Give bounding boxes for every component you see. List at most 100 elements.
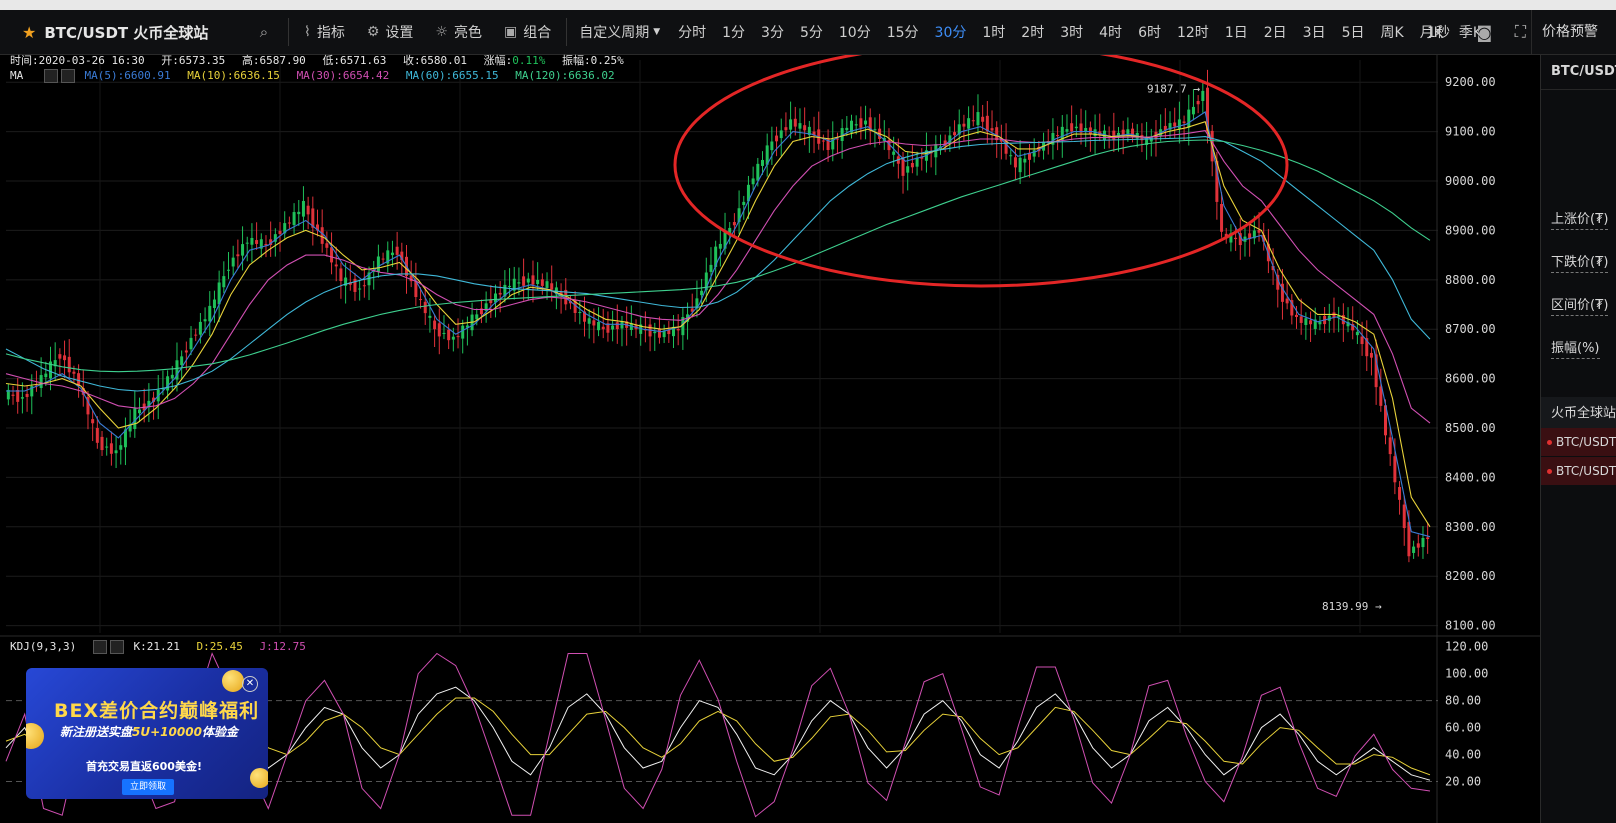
y-tick-label: 8200.00 bbox=[1445, 569, 1496, 583]
period-tab[interactable]: 2时 bbox=[1021, 25, 1045, 41]
candle-body bbox=[283, 223, 287, 234]
candle-body bbox=[1032, 150, 1036, 157]
period-tab[interactable]: 3分 bbox=[761, 25, 784, 41]
alert-row[interactable]: BTC/USDT bbox=[1541, 428, 1616, 456]
candle-body bbox=[334, 264, 338, 267]
candle-body bbox=[381, 258, 385, 260]
period-tab[interactable]: 12时 bbox=[1176, 25, 1209, 41]
favorite-star-icon[interactable]: ★ bbox=[22, 22, 37, 42]
period-tab[interactable]: 1分 bbox=[722, 25, 746, 41]
brightness-label: 亮色 bbox=[453, 25, 482, 41]
period-tab[interactable]: 3日 bbox=[1302, 25, 1326, 41]
rise-price-label[interactable]: 上涨价(₮) bbox=[1551, 208, 1609, 230]
kdj-d-value: D:25.45 bbox=[196, 640, 243, 653]
symbol-selector[interactable]: ★ BTC/USDT 火币全球站 bbox=[0, 22, 244, 43]
custom-period-dropdown[interactable]: 自定义周期 ▼ bbox=[571, 22, 670, 42]
candle-body bbox=[531, 275, 535, 285]
candle-body bbox=[690, 308, 694, 312]
candle-body bbox=[503, 284, 507, 297]
kdj-y-tick-label: 20.00 bbox=[1445, 775, 1481, 789]
period-tab[interactable]: 10分 bbox=[838, 25, 871, 41]
info-high: 高:6587.90 bbox=[241, 54, 306, 67]
period-tab[interactable]: 季K bbox=[1458, 25, 1483, 41]
period-tab[interactable]: 5日 bbox=[1341, 25, 1365, 41]
settings-button[interactable]: ⚙ 设置 bbox=[356, 22, 425, 42]
indicators-button[interactable]: ⌇ 指标 bbox=[293, 22, 356, 42]
candle-body bbox=[133, 408, 137, 429]
candle-body bbox=[447, 329, 451, 341]
candle-body bbox=[86, 396, 90, 415]
chart-area[interactable]: 9200.00 9100.00 9000.00 8900.00 8800.00 8700.… bbox=[0, 55, 1540, 823]
alert-row[interactable]: BTC/USDT bbox=[1541, 457, 1616, 485]
period-tab[interactable]: 2日 bbox=[1263, 25, 1287, 41]
period-tab[interactable]: 5分 bbox=[799, 25, 823, 41]
candle-body bbox=[887, 140, 891, 151]
candle-body bbox=[390, 252, 394, 256]
candle-body bbox=[1121, 129, 1125, 137]
period-tab[interactable]: 6时 bbox=[1138, 25, 1161, 41]
ma-close-icon[interactable] bbox=[60, 69, 75, 83]
candle-body bbox=[348, 282, 352, 285]
custom-period-label: 自定义周期 bbox=[579, 25, 650, 41]
candle-body bbox=[611, 325, 615, 330]
toolbar-divider bbox=[288, 18, 289, 46]
candle-body bbox=[700, 290, 704, 296]
price-alert-tab[interactable]: 价格预警 bbox=[1531, 10, 1616, 54]
kdj-settings-icon[interactable] bbox=[92, 640, 107, 654]
kdj-y-tick-label: 80.00 bbox=[1445, 694, 1481, 708]
kdj-y-tick-label: 40.00 bbox=[1445, 748, 1481, 762]
candle-body bbox=[995, 127, 999, 141]
period-tab[interactable]: 4时 bbox=[1099, 25, 1123, 41]
ma-settings-icon[interactable] bbox=[43, 69, 58, 83]
candle-body bbox=[709, 264, 713, 272]
range-price-label[interactable]: 区间价(₮) bbox=[1551, 294, 1609, 316]
candle-body bbox=[840, 128, 844, 142]
period-tab[interactable]: 1时 bbox=[982, 25, 1006, 41]
close-icon[interactable]: ✕ bbox=[242, 676, 258, 692]
candle-body bbox=[1355, 331, 1359, 336]
period-tab[interactable]: 周K bbox=[1380, 25, 1404, 41]
promo-claim-button[interactable]: 立即领取 bbox=[122, 779, 174, 795]
candle-body bbox=[428, 315, 432, 318]
candle-body bbox=[620, 321, 624, 329]
candle-body bbox=[835, 138, 839, 140]
candle-body bbox=[639, 324, 643, 334]
refresh-speed-selector[interactable]: 1秒 bbox=[1427, 25, 1450, 41]
candle-body bbox=[985, 115, 989, 132]
promo-banner[interactable]: ✕ BEX差价合约巅峰福利 新注册送实盘5U+10000体验金 首充交易直返60… bbox=[26, 668, 268, 799]
period-tab[interactable]: 分时 bbox=[678, 25, 707, 41]
candle-body bbox=[1215, 160, 1219, 202]
search-icon[interactable]: ⌕ bbox=[259, 23, 269, 41]
candle-body bbox=[451, 336, 455, 340]
min-price-marker: 8139.99 → bbox=[1322, 600, 1382, 613]
combo-button[interactable]: ▣ 组合 bbox=[493, 22, 562, 42]
alert-dot-icon bbox=[1547, 469, 1552, 474]
candle-body bbox=[864, 120, 868, 125]
candle-body bbox=[831, 139, 835, 150]
candle-body bbox=[1416, 543, 1420, 548]
period-tab[interactable]: 30分 bbox=[934, 25, 967, 41]
brightness-button[interactable]: ☼ 亮色 bbox=[424, 22, 493, 42]
candle-body bbox=[1182, 121, 1186, 123]
camera-icon[interactable]: ◙ bbox=[1476, 22, 1492, 42]
kdj-close-icon[interactable] bbox=[109, 640, 124, 654]
candle-body bbox=[1018, 157, 1022, 173]
candle-body bbox=[821, 140, 825, 142]
kdj-k-value: K:21.21 bbox=[133, 640, 180, 653]
candle-body bbox=[1084, 128, 1088, 133]
right-panel-symbol[interactable]: BTC/USDT bbox=[1541, 55, 1616, 90]
amplitude-label[interactable]: 振幅(%) bbox=[1551, 337, 1600, 359]
candle-body bbox=[344, 277, 348, 286]
candle-body bbox=[227, 269, 230, 271]
period-tab[interactable]: 15分 bbox=[886, 25, 919, 41]
candle-body bbox=[662, 330, 666, 338]
fall-price-label[interactable]: 下跌价(₮) bbox=[1551, 251, 1609, 273]
candle-body bbox=[1234, 237, 1238, 240]
y-tick-label: 8300.00 bbox=[1445, 520, 1496, 534]
period-tab[interactable]: 1日 bbox=[1224, 25, 1248, 41]
period-tab[interactable]: 3时 bbox=[1060, 25, 1084, 41]
period-tab[interactable]: 月K bbox=[1419, 25, 1443, 41]
fullscreen-icon[interactable]: ⛶ bbox=[1514, 22, 1526, 41]
candle-body bbox=[962, 123, 966, 127]
price-chart-svg[interactable]: 9200.00 9100.00 9000.00 8900.00 8800.00 8700.… bbox=[0, 55, 1540, 823]
